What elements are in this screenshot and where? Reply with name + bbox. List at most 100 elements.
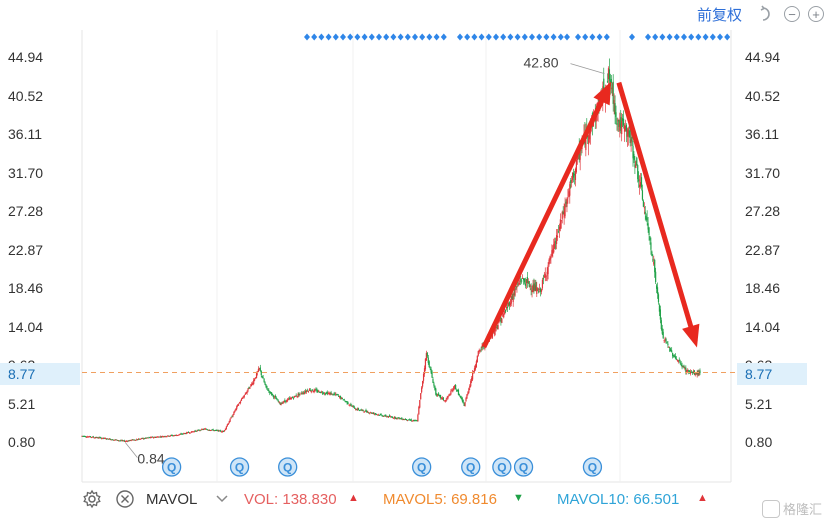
candle-body [159,436,161,438]
close-indicator-icon[interactable] [115,489,135,513]
mavol5-arrow: ▼ [513,492,524,504]
axis-tick-left: 40.52 [8,87,44,104]
candle-body [208,429,210,431]
candle-body [515,286,517,289]
candle-body [274,395,277,398]
candle-body [689,370,691,373]
candle-body [390,416,393,418]
candle-body [616,123,618,125]
candle-body [677,361,679,363]
candle-body [685,367,687,372]
candle-body [505,309,507,312]
rise-arrow-head [593,81,612,106]
candle-body [558,226,561,231]
candle-body [646,217,648,221]
candle-body [637,165,639,180]
candle-body [310,390,312,393]
candle-body [555,235,558,245]
indicator-marker-text: Q [283,461,292,475]
candle-body [564,204,566,217]
candle-body [458,394,461,396]
candle-body [612,81,614,104]
candle-body [426,352,428,357]
candle-body [493,329,495,335]
candle-body [197,429,199,431]
candle-body [456,389,459,391]
event-dot [575,33,581,41]
event-dot [419,33,426,41]
candle-body [188,431,190,433]
candle-body [516,286,518,288]
candle-body [335,393,337,395]
candle-body [317,390,319,392]
candle-body [606,81,609,83]
candle-body [411,420,413,422]
chevron-down-icon[interactable] [215,488,229,512]
candle-body [455,390,458,392]
candle-body [263,378,265,383]
undo-icon[interactable] [758,5,776,23]
candle-body [250,384,252,387]
candle-body [498,320,500,323]
candle-body [338,395,340,397]
candle-body [573,174,576,176]
candle-body [272,395,275,398]
candle-body [412,420,414,422]
event-dot [485,33,492,41]
axis-tick-right: 36.11 [745,126,779,142]
candle-body [654,259,656,273]
axis-tick-right: 18.46 [745,280,781,296]
candle-body [578,148,580,161]
candle-body [469,385,471,388]
candle-body [166,436,168,438]
candle-body [555,241,557,243]
candle-body [167,435,169,437]
candle-body [216,430,218,432]
zoom-out-icon[interactable]: − [784,6,800,22]
candle-body [147,437,149,439]
candle-body [150,436,152,438]
indicator-marker-circle [229,457,250,477]
candle-body [615,112,617,117]
candle-body [537,288,539,291]
indicator-marker-text: Q [519,461,528,475]
candle-body [347,402,349,404]
candle-body [473,368,476,372]
candle-body [271,392,273,395]
candle-body [239,401,242,404]
event-dot [603,33,610,41]
candle-body [655,285,658,289]
candle-body [152,436,154,438]
event-dot [681,33,687,41]
zoom-in-icon[interactable]: + [808,6,824,22]
candle-body [428,361,430,368]
candle-body [280,403,282,406]
candle-body [439,394,442,399]
candle-body [226,424,228,427]
candle-body [123,440,126,442]
settings-gear-icon[interactable] [82,489,102,513]
candle-body [142,438,144,440]
candle-body [348,404,350,406]
event-dot [361,33,368,41]
candle-body [560,220,562,222]
high-label-leader [570,63,605,75]
candle-body [138,438,140,440]
candle-body [658,305,661,312]
candle-body [445,399,447,402]
candle-body [478,350,480,352]
candle-body [388,415,391,417]
candle-body [333,393,335,395]
candle-body [559,219,561,229]
indicator-marker-circle [582,457,603,477]
event-dot [354,33,361,41]
candle-body [345,401,347,403]
candle-body [308,389,310,391]
candle-body [641,190,644,200]
candle-body [570,180,572,184]
candle-body [314,389,316,391]
adjust-mode-button[interactable]: 前复权 [696,6,742,24]
candle-body [325,392,327,394]
candle-body [580,149,582,151]
candle-body [170,435,172,437]
